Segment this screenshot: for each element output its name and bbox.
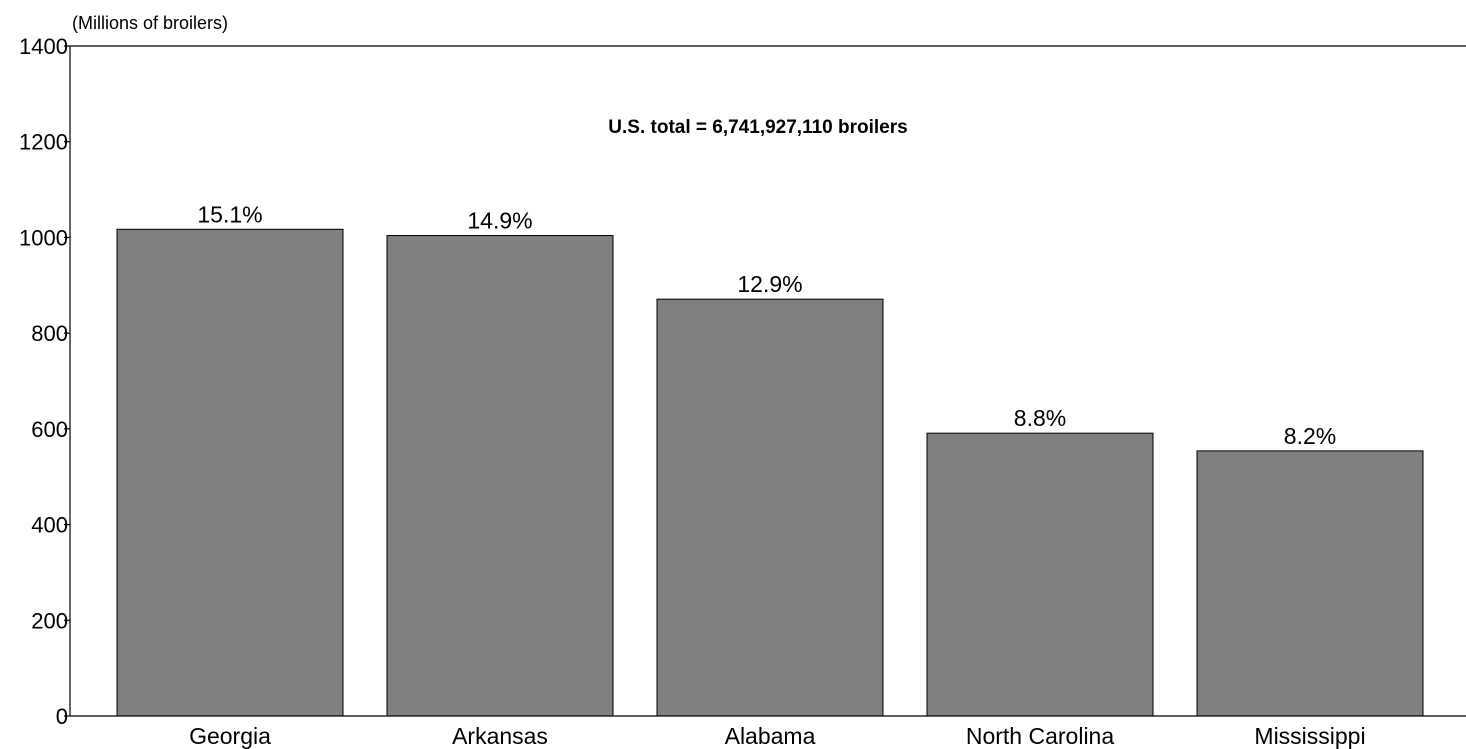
x-category-label: Alabama	[725, 723, 816, 749]
bar-data-label: 14.9%	[467, 208, 532, 234]
bar	[386, 235, 614, 717]
chart-annotation: U.S. total = 6,741,927,110 broilers	[608, 117, 907, 138]
bars: 15.1% 14.9% 12.9% 8.8% 8.2%	[116, 201, 1424, 717]
y-tick-label: 800	[31, 321, 68, 346]
y-tick-label: 200	[31, 608, 68, 633]
x-category-label: North Carolina	[966, 723, 1114, 749]
x-category-label: Georgia	[189, 723, 271, 749]
bar	[656, 298, 884, 717]
x-category-label: Arkansas	[452, 723, 548, 749]
y-tick-label: 1400	[19, 34, 68, 59]
y-tick-label: 1200	[19, 130, 68, 155]
bar-data-label: 8.8%	[1014, 405, 1066, 431]
y-tick-label: 1000	[19, 225, 68, 250]
y-tick-label: 600	[31, 417, 68, 442]
y-tick-label: 0	[56, 704, 68, 729]
bar	[1196, 450, 1424, 717]
bar	[926, 432, 1154, 717]
bar	[116, 228, 344, 717]
bar-data-label: 12.9%	[737, 271, 802, 297]
y-tick-label: 400	[31, 513, 68, 538]
y-unit-label: (Millions of broilers)	[72, 13, 228, 33]
x-axis: Georgia Arkansas Alabama North Carolina Miss…	[70, 715, 1466, 749]
bar-data-label: 15.1%	[197, 201, 262, 227]
y-axis: 0 200 400 600 800 1000 1200 1400	[19, 34, 71, 729]
x-category-label: Mississippi	[1254, 723, 1365, 749]
bar-data-label: 8.2%	[1284, 423, 1336, 449]
